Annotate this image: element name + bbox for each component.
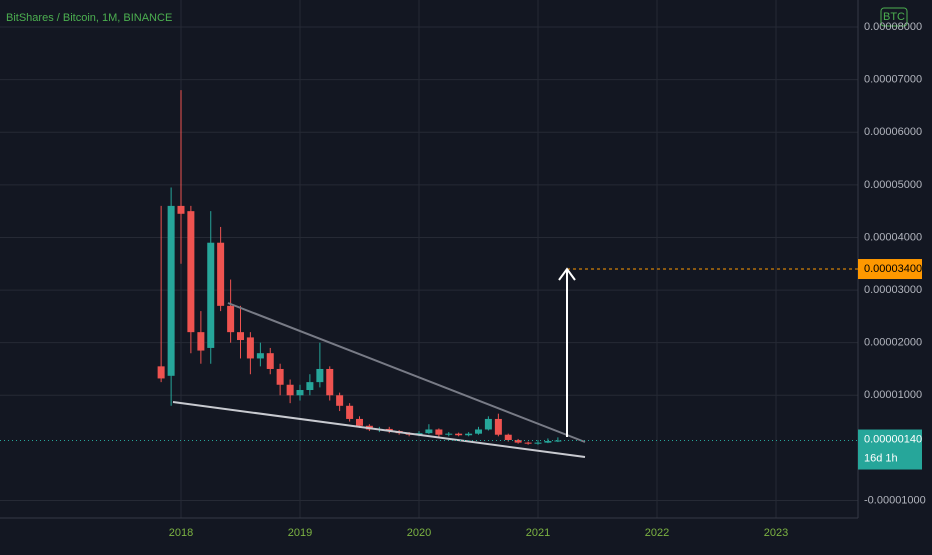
x-tick-label: 2019 bbox=[288, 527, 312, 539]
chart-title: BitShares / Bitcoin, 1M, BINANCE bbox=[6, 12, 172, 24]
candle-body bbox=[237, 332, 245, 341]
candle-body bbox=[445, 433, 453, 435]
candle-body bbox=[484, 418, 492, 430]
candle-body bbox=[504, 434, 512, 440]
y-tick-label: -0.00001000 bbox=[864, 494, 926, 506]
currency-badge-box bbox=[880, 7, 908, 27]
candle-body bbox=[256, 353, 264, 359]
candle-body bbox=[336, 395, 344, 406]
candle-body bbox=[554, 440, 562, 442]
y-tick-label: 0.00005000 bbox=[864, 179, 922, 191]
candle-body bbox=[177, 205, 185, 214]
candle-body bbox=[276, 368, 284, 385]
last-price-label: 0.00000140 bbox=[864, 433, 922, 445]
candle-body bbox=[435, 429, 443, 435]
candle-body bbox=[356, 418, 364, 426]
x-tick-label: 2022 bbox=[645, 527, 669, 539]
candle-body bbox=[514, 439, 522, 443]
target-box bbox=[858, 259, 922, 280]
lower-trendline bbox=[172, 401, 586, 458]
candle-body bbox=[465, 433, 473, 436]
candle-body bbox=[217, 242, 225, 306]
candle-body bbox=[296, 390, 304, 396]
candles bbox=[157, 90, 562, 445]
candle-body bbox=[286, 384, 294, 396]
candle-body bbox=[266, 353, 274, 369]
countdown-label: 16d 1h bbox=[864, 452, 898, 464]
candle-body bbox=[246, 337, 254, 359]
x-tick-label: 2023 bbox=[764, 527, 788, 539]
candle-body bbox=[207, 242, 215, 348]
candle-body bbox=[475, 429, 483, 434]
candle-body bbox=[455, 433, 463, 436]
candle-body bbox=[167, 205, 175, 376]
candle-body bbox=[346, 405, 354, 419]
x-tick-label: 2020 bbox=[407, 527, 431, 539]
y-tick-label: 0.00004000 bbox=[864, 231, 922, 243]
y-tick-label: 0.00008000 bbox=[864, 21, 922, 33]
candle-body bbox=[197, 332, 205, 351]
upper-trendline bbox=[227, 302, 586, 443]
candle-body bbox=[524, 442, 532, 444]
candle-body bbox=[227, 305, 235, 333]
candle-body bbox=[157, 366, 165, 379]
grid bbox=[0, 0, 858, 518]
candle-body bbox=[534, 442, 542, 444]
y-tick-label: 0.00003000 bbox=[864, 284, 922, 296]
y-tick-label: 0.00001000 bbox=[864, 389, 922, 401]
x-tick-label: 2018 bbox=[169, 527, 193, 539]
candle-body bbox=[494, 418, 502, 435]
last-price-box bbox=[858, 429, 922, 470]
candle-body bbox=[544, 441, 552, 443]
target-arrow-head bbox=[558, 267, 576, 281]
candle-body bbox=[425, 429, 433, 434]
overlay: 0.00000140 16d 1h 0.00003400 bbox=[0, 259, 922, 470]
y-tick-label: 0.00002000 bbox=[864, 337, 922, 349]
candle-body bbox=[187, 211, 195, 333]
y-tick-label: 0.00007000 bbox=[864, 74, 922, 86]
candle-body bbox=[306, 382, 314, 391]
currency-badge: BTC bbox=[883, 11, 905, 23]
candle-body bbox=[326, 368, 334, 396]
y-tick-label: 0.00006000 bbox=[864, 126, 922, 138]
candle-body bbox=[316, 368, 324, 383]
target-label: 0.00003400 bbox=[864, 263, 922, 275]
x-tick-label: 2021 bbox=[526, 527, 550, 539]
